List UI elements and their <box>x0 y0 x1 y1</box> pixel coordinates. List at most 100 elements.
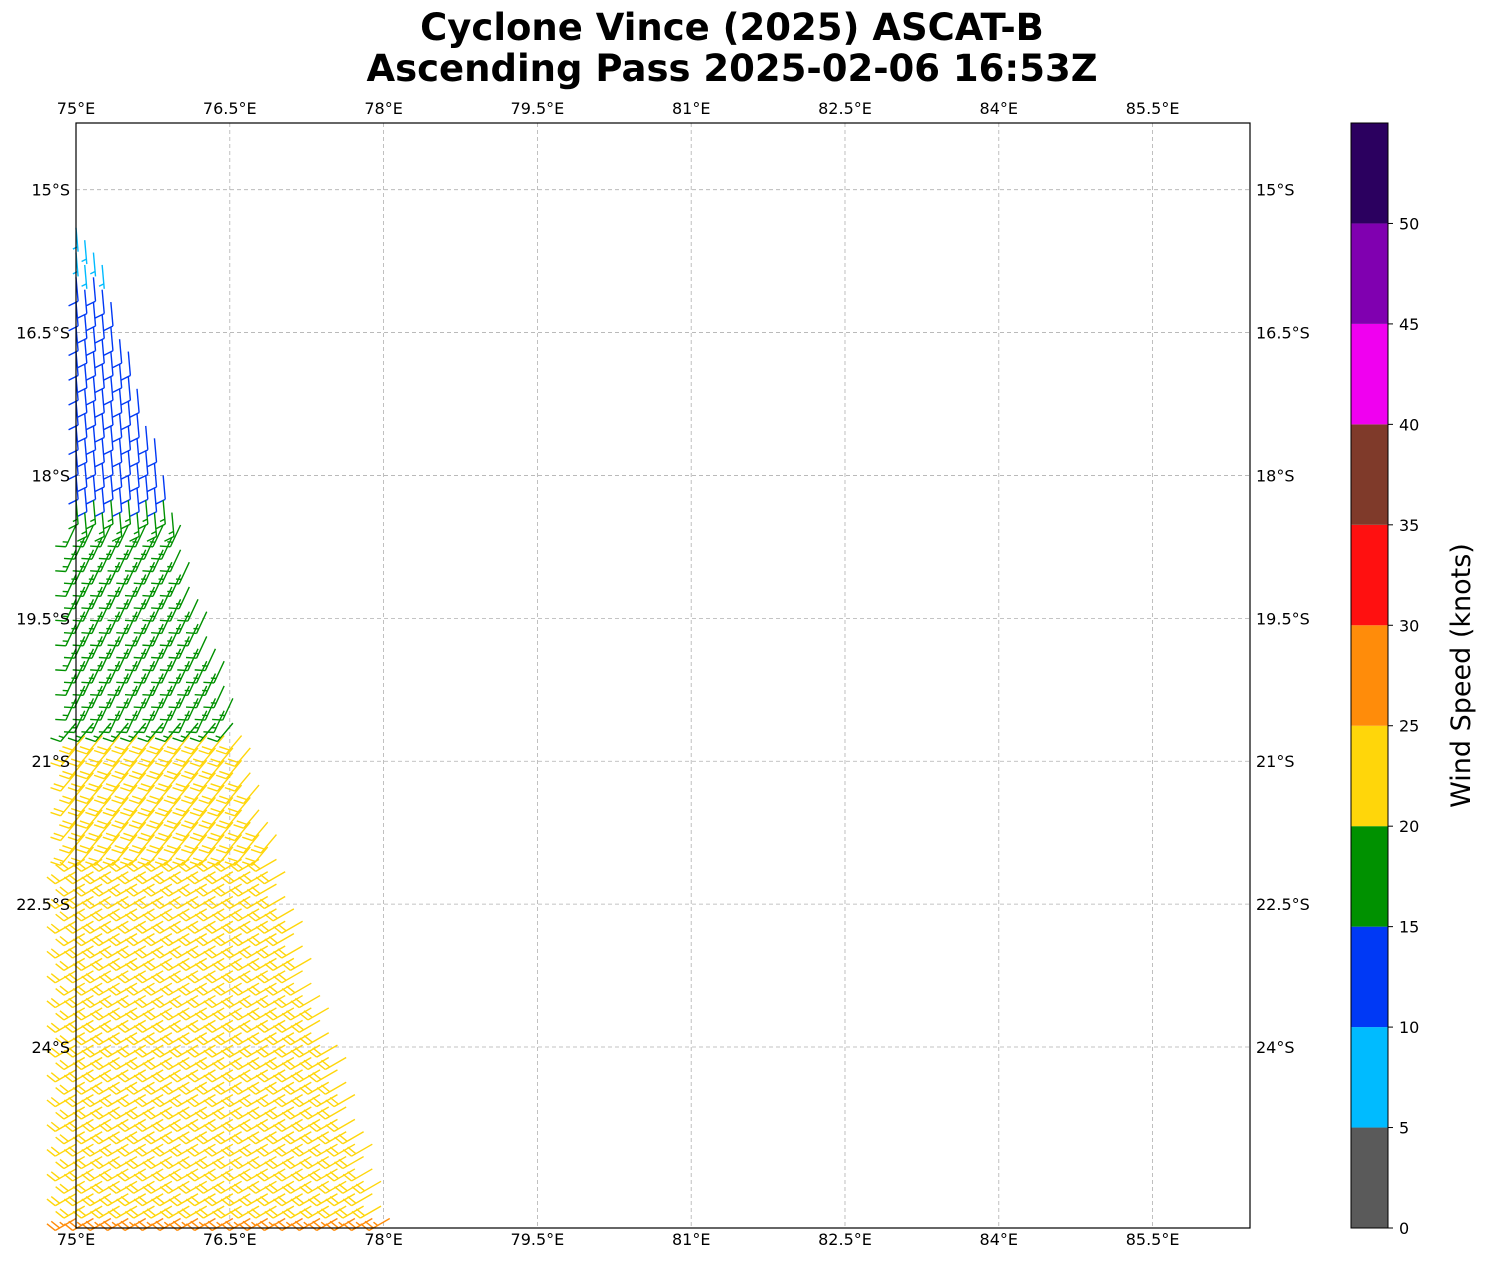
wind-barb <box>59 809 86 829</box>
wind-barb <box>129 388 140 419</box>
wind-barb <box>142 524 164 548</box>
wind-barb <box>98 685 121 709</box>
wind-barb <box>116 611 138 635</box>
wind-barb <box>133 611 156 635</box>
wind-barb <box>281 982 312 996</box>
wind-barb <box>334 1131 364 1145</box>
wind-barb <box>120 450 132 480</box>
wind-barb <box>76 784 103 805</box>
wind-barb <box>102 722 129 743</box>
lon-tick-label-bottom: 78°E <box>364 1230 402 1249</box>
wind-barb <box>76 463 88 493</box>
wind-barb <box>63 710 86 734</box>
wind-barb <box>85 376 97 406</box>
colorbar-tick-label: 30 <box>1399 616 1419 635</box>
wind-barb <box>94 289 105 319</box>
wind-barb <box>76 438 88 468</box>
wind-barb <box>55 574 77 597</box>
lat-tick-label-right: 18°S <box>1256 466 1295 485</box>
wind-barb <box>168 710 190 734</box>
wind-barb <box>107 574 129 597</box>
wind-barb <box>128 809 155 829</box>
wind-barb <box>63 685 86 709</box>
wind-barb <box>120 376 132 406</box>
wind-barb <box>151 561 173 585</box>
wind-barb <box>94 438 105 468</box>
wind-barb <box>116 537 138 560</box>
colorbar-tick-label: 0 <box>1399 1219 1409 1238</box>
wind-barb <box>59 834 86 854</box>
wind-barb <box>111 438 123 468</box>
wind-barb <box>81 537 103 560</box>
lat-tick-label-right: 21°S <box>1256 752 1295 771</box>
wind-barb <box>93 809 121 829</box>
map-tick-labels: 75°E 75°E 76.5°E 76.5°E 78°E 78°E 79.5°E 79.5°E… <box>16 99 1310 1249</box>
wind-barb <box>55 673 77 697</box>
wind-barb <box>151 611 173 635</box>
wind-barb <box>50 772 77 792</box>
wind-barb <box>255 871 286 885</box>
wind-barb <box>273 920 303 934</box>
wind-barb <box>159 549 182 573</box>
wind-barb <box>133 710 156 734</box>
wind-barb <box>90 698 112 721</box>
wind-barb <box>63 636 86 659</box>
wind-barb <box>154 821 182 842</box>
wind-barb <box>189 796 216 817</box>
wind-barb <box>146 438 158 468</box>
wind-barb <box>76 289 88 319</box>
lon-tick-label-bottom: 82.5°E <box>818 1230 872 1249</box>
wind-barb <box>273 970 303 984</box>
wind-barb <box>207 747 234 767</box>
wind-barb <box>142 549 164 573</box>
wind-barbs <box>46 227 391 1232</box>
wind-barb <box>151 710 173 734</box>
wind-barb <box>94 363 105 394</box>
wind-barb <box>50 821 77 842</box>
wind-barb <box>177 623 199 647</box>
wind-barb <box>111 735 138 755</box>
colorbar-tick-label: 15 <box>1399 918 1419 937</box>
wind-barb <box>142 598 164 622</box>
wind-barb <box>185 685 208 709</box>
wind-barb <box>194 698 217 721</box>
wind-barb <box>233 784 260 805</box>
wind-barb <box>246 883 277 897</box>
wind-barb <box>111 413 123 443</box>
wind-barb <box>181 735 208 755</box>
wind-barb <box>85 302 97 332</box>
wind-barb <box>137 500 149 530</box>
wind-barb <box>85 500 97 530</box>
wind-barb <box>120 351 132 381</box>
wind-barb <box>172 747 199 767</box>
lat-tick-label-right: 15°S <box>1256 181 1295 200</box>
wind-barb <box>163 809 190 829</box>
wind-barb <box>129 438 140 468</box>
wind-barb <box>142 574 164 597</box>
wind-barb <box>120 500 132 530</box>
wind-barb <box>94 512 105 542</box>
wind-barb <box>290 994 321 1009</box>
wind-barb <box>81 240 88 265</box>
wind-barb <box>107 673 129 697</box>
wind-barb <box>203 685 225 709</box>
wind-barb <box>85 796 112 817</box>
colorbar-tick-label: 35 <box>1399 516 1419 535</box>
wind-barb <box>325 1094 356 1108</box>
wind-barb <box>142 698 164 721</box>
title-line-1: Cyclone Vince (2025) ASCAT-B <box>420 6 1044 49</box>
wind-barb <box>81 264 88 289</box>
wind-barb <box>194 648 217 672</box>
wind-barb <box>76 363 88 394</box>
wind-barb <box>50 846 77 867</box>
wind-barb <box>151 660 173 684</box>
wind-barb <box>111 784 138 805</box>
wind-barb <box>94 314 105 344</box>
wind-barb <box>198 809 225 829</box>
wind-barb <box>198 735 225 755</box>
wind-barb <box>90 549 112 573</box>
wind-barb <box>68 277 79 307</box>
wind-barb <box>81 561 103 585</box>
wind-barb <box>177 598 199 622</box>
